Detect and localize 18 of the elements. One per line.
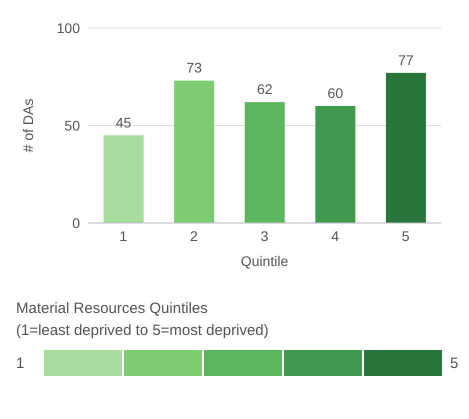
x-tick-label: 5 [402, 228, 410, 244]
y-tick-label: 100 [56, 20, 80, 36]
x-tick-label: 1 [119, 228, 128, 244]
data-label: 77 [398, 52, 414, 68]
data-label: 60 [328, 85, 344, 101]
data-label: 45 [116, 114, 132, 130]
y-tick-label: 0 [72, 214, 80, 231]
x-tick-label: 4 [331, 228, 340, 244]
data-label: 62 [256, 81, 273, 98]
x-tick-label: 3 [260, 228, 269, 244]
data-label: 73 [186, 60, 202, 76]
y-axis-title: # of DAs [20, 98, 36, 152]
legend-title: Material Resources Quintiles (1=least deprived to 5=most deprived) [16, 299, 270, 341]
category-label: 1 [16, 354, 24, 372]
y-tick-label: 50 [64, 117, 80, 134]
x-tick-label: 2 [190, 228, 198, 244]
category-label: 5 [450, 354, 458, 372]
x-axis-title: Quintile [240, 253, 288, 269]
